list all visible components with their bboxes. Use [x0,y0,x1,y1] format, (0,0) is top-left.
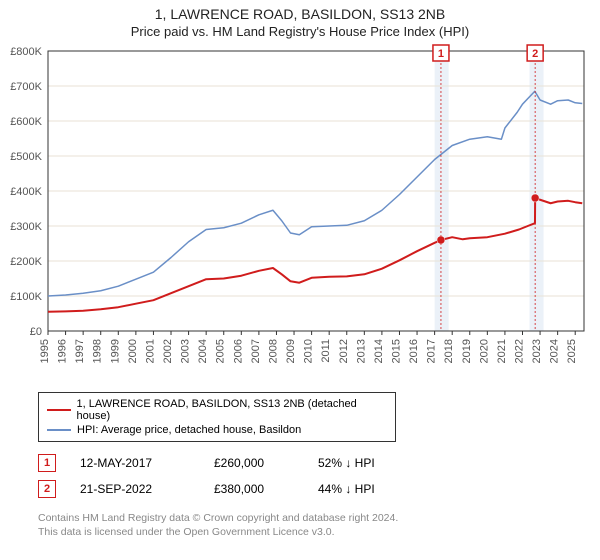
svg-text:2005: 2005 [215,339,227,363]
chart-title: 1, LAWRENCE ROAD, BASILDON, SS13 2NB [0,6,600,22]
svg-text:2025: 2025 [566,339,578,363]
legend-swatch [47,429,71,431]
svg-text:2020: 2020 [478,339,490,363]
svg-text:1996: 1996 [57,339,69,363]
legend-row: 1, LAWRENCE ROAD, BASILDON, SS13 2NB (de… [47,397,387,423]
svg-text:£800K: £800K [10,46,42,58]
transaction-price: £380,000 [214,482,294,496]
svg-text:2002: 2002 [162,339,174,363]
legend: 1, LAWRENCE ROAD, BASILDON, SS13 2NB (de… [38,392,396,442]
svg-text:1: 1 [438,48,444,60]
legend-row: HPI: Average price, detached house, Basi… [47,423,387,437]
svg-text:£100K: £100K [10,291,42,303]
chart-subtitle: Price paid vs. HM Land Registry's House … [0,24,600,39]
svg-text:2014: 2014 [373,339,385,363]
svg-text:£0: £0 [30,326,42,338]
svg-text:£400K: £400K [10,186,42,198]
svg-text:2003: 2003 [180,339,192,363]
svg-text:2: 2 [532,48,538,60]
svg-text:1997: 1997 [74,339,86,363]
svg-text:1999: 1999 [109,339,121,363]
legend-label: HPI: Average price, detached house, Basi… [77,424,301,436]
svg-text:2021: 2021 [496,339,508,363]
svg-text:2004: 2004 [197,339,209,363]
svg-text:£700K: £700K [10,81,42,93]
svg-text:£600K: £600K [10,116,42,128]
transaction-date: 21-SEP-2022 [80,482,190,496]
transaction-pct: 52% ↓ HPI [318,456,398,470]
transaction-marker: 1 [38,454,56,472]
svg-text:2023: 2023 [531,339,543,363]
transaction-price: £260,000 [214,456,294,470]
legend-swatch [47,409,71,411]
transaction-row: 2 21-SEP-2022 £380,000 44% ↓ HPI [38,476,600,502]
svg-text:2022: 2022 [513,339,525,363]
footer-line-1: Contains HM Land Registry data © Crown c… [38,512,600,526]
svg-text:£200K: £200K [10,256,42,268]
transactions-table: 1 12-MAY-2017 £260,000 52% ↓ HPI 2 21-SEP-202… [38,450,600,502]
chart-svg: £0 £100K £200K £300K £400K £500K £600K £700K £80… [0,41,600,381]
svg-text:2006: 2006 [232,339,244,363]
chart-area: £0 £100K £200K £300K £400K £500K £600K £700K £80… [0,41,600,386]
transaction-row: 1 12-MAY-2017 £260,000 52% ↓ HPI [38,450,600,476]
svg-text:2013: 2013 [355,339,367,363]
svg-text:2019: 2019 [461,339,473,363]
footer-line-2: This data is licensed under the Open Gov… [38,526,600,540]
svg-text:2015: 2015 [390,339,402,363]
svg-text:£300K: £300K [10,221,42,233]
svg-text:2007: 2007 [250,339,262,363]
svg-text:2012: 2012 [338,339,350,363]
footer: Contains HM Land Registry data © Crown c… [38,512,600,539]
svg-text:2017: 2017 [426,339,438,363]
legend-label: 1, LAWRENCE ROAD, BASILDON, SS13 2NB (de… [77,398,387,422]
transaction-pct: 44% ↓ HPI [318,482,398,496]
svg-text:2011: 2011 [320,339,332,363]
svg-text:2009: 2009 [285,339,297,363]
svg-text:2016: 2016 [408,339,420,363]
transaction-marker: 2 [38,480,56,498]
chart-container: 1, LAWRENCE ROAD, BASILDON, SS13 2NB Pri… [0,0,600,539]
svg-text:2008: 2008 [267,339,279,363]
svg-text:1995: 1995 [39,339,51,363]
svg-text:2024: 2024 [549,339,561,363]
svg-text:2000: 2000 [127,339,139,363]
svg-text:2010: 2010 [303,339,315,363]
svg-text:2018: 2018 [443,339,455,363]
svg-text:£500K: £500K [10,151,42,163]
transaction-date: 12-MAY-2017 [80,456,190,470]
titles: 1, LAWRENCE ROAD, BASILDON, SS13 2NB Pri… [0,0,600,41]
svg-text:1998: 1998 [92,339,104,363]
svg-text:2001: 2001 [144,339,156,363]
